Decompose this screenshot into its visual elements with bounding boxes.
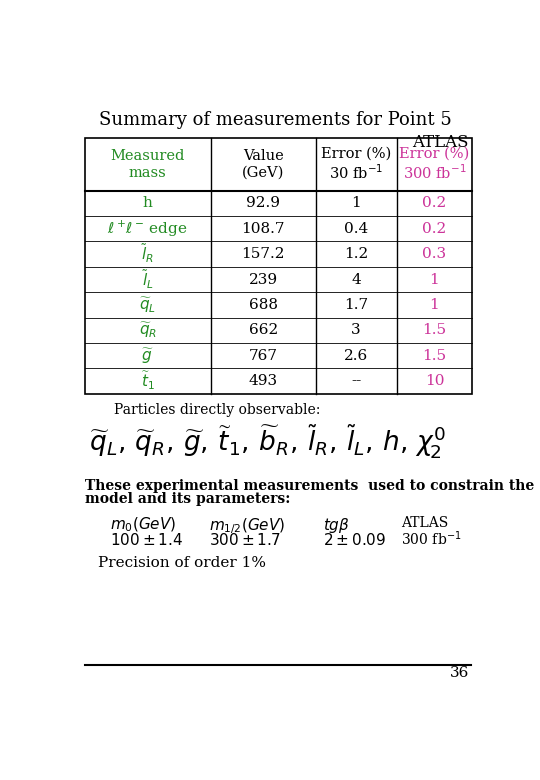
Text: 300 fb$^{-1}$: 300 fb$^{-1}$ [401, 530, 461, 548]
Text: Error (%)
300 fb$^{-1}$: Error (%) 300 fb$^{-1}$ [400, 147, 470, 183]
Text: $2 \pm 0.09$: $2 \pm 0.09$ [323, 532, 387, 548]
Text: $\widetilde{l}_R$: $\widetilde{l}_R$ [141, 243, 154, 265]
Text: --: -- [351, 374, 361, 388]
Text: 1: 1 [430, 298, 440, 312]
Text: $tg\beta$: $tg\beta$ [323, 516, 350, 534]
Text: 1.5: 1.5 [422, 324, 447, 338]
Text: $\widetilde{l}_L$: $\widetilde{l}_L$ [142, 268, 153, 291]
Text: ATLAS: ATLAS [413, 133, 469, 151]
Text: 1.7: 1.7 [344, 298, 368, 312]
Text: 3: 3 [352, 324, 361, 338]
Text: 493: 493 [248, 374, 278, 388]
Text: 0.2: 0.2 [422, 222, 447, 236]
Text: $\widetilde{t}_1$: $\widetilde{t}_1$ [141, 370, 154, 392]
Text: $300 \pm 1.7$: $300 \pm 1.7$ [208, 532, 280, 548]
Text: 4: 4 [352, 272, 361, 286]
Text: 662: 662 [248, 324, 278, 338]
Text: 1.5: 1.5 [422, 349, 447, 363]
Text: 1.2: 1.2 [344, 247, 368, 261]
Text: $\widetilde{q}_R$: $\widetilde{q}_R$ [139, 321, 157, 340]
Text: 0.4: 0.4 [344, 222, 368, 236]
Text: 92.9: 92.9 [246, 197, 280, 211]
Text: 10: 10 [425, 374, 444, 388]
Text: 2.6: 2.6 [344, 349, 368, 363]
Text: Error (%)
30 fb$^{-1}$: Error (%) 30 fb$^{-1}$ [321, 147, 392, 183]
Text: h: h [143, 197, 153, 211]
Text: Precision of order 1%: Precision of order 1% [98, 555, 267, 569]
Text: 36: 36 [450, 666, 469, 680]
Text: Value
(GeV): Value (GeV) [242, 149, 285, 179]
Text: $\ell^+\!\ell^-\!$ edge: $\ell^+\!\ell^-\!$ edge [107, 218, 188, 239]
Text: Summary of measurements for Point 5: Summary of measurements for Point 5 [99, 111, 451, 129]
Text: 239: 239 [248, 272, 278, 286]
Text: 767: 767 [249, 349, 278, 363]
Text: $100 \pm 1.4$: $100 \pm 1.4$ [110, 532, 183, 548]
Text: $\widetilde{g}$: $\widetilde{g}$ [141, 346, 154, 366]
Text: These experimental measurements  used to constrain the: These experimental measurements used to … [85, 479, 534, 493]
Text: 1: 1 [352, 197, 361, 211]
Text: 108.7: 108.7 [241, 222, 285, 236]
Text: $\widetilde{q}_L$: $\widetilde{q}_L$ [139, 295, 156, 314]
Text: model and its parameters:: model and its parameters: [85, 492, 290, 506]
Text: 0.3: 0.3 [422, 247, 447, 261]
Text: Particles directly observable:: Particles directly observable: [114, 403, 320, 417]
Text: 688: 688 [249, 298, 278, 312]
Text: Measured
mass: Measured mass [111, 149, 185, 179]
Text: 0.2: 0.2 [422, 197, 447, 211]
Text: $m_0(GeV)$: $m_0(GeV)$ [110, 516, 177, 534]
Text: 157.2: 157.2 [241, 247, 285, 261]
Text: 1: 1 [430, 272, 440, 286]
Bar [85, 138, 472, 394]
Text: $\widetilde{q}_L ,\, \widetilde{q}_R ,\, \widetilde{g} ,\, \widetilde{t}_1 ,\, \: $\widetilde{q}_L ,\, \widetilde{q}_R ,\,… [89, 424, 447, 461]
Text: ATLAS: ATLAS [401, 516, 448, 530]
Text: $m_{1/2}(GeV)$: $m_{1/2}(GeV)$ [208, 516, 285, 536]
